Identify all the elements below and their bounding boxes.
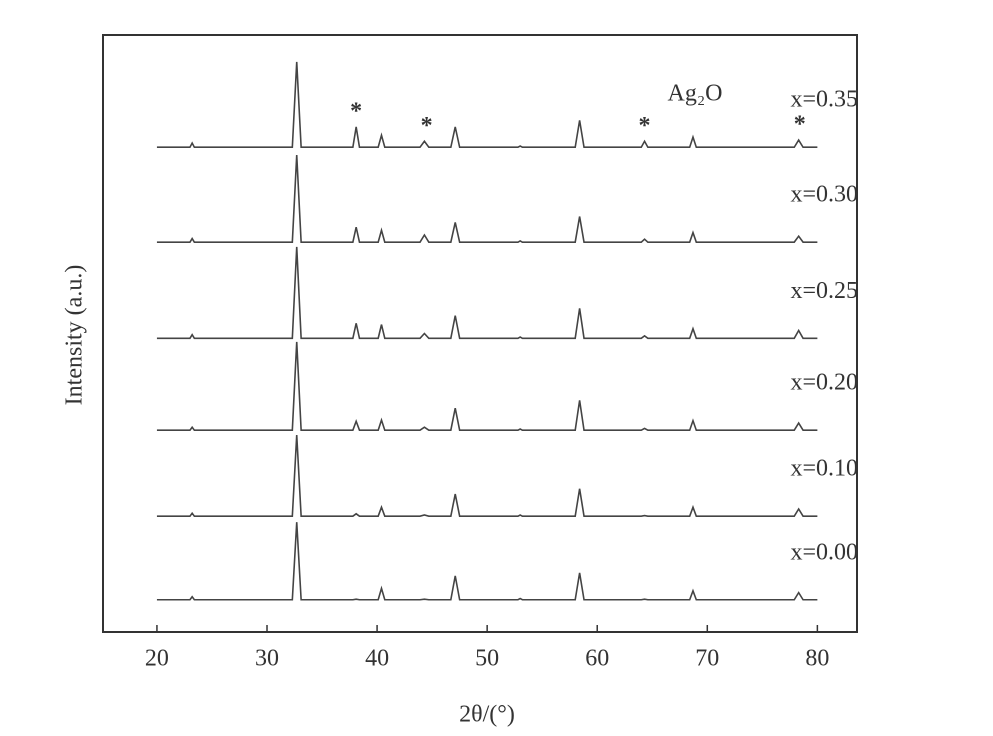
peak-marker: * bbox=[350, 98, 362, 124]
peak-marker: * bbox=[421, 113, 433, 139]
x-tick-label: 60 bbox=[585, 646, 609, 672]
series-label: x=0.30 bbox=[790, 182, 858, 208]
xrd-trace bbox=[156, 154, 818, 243]
x-tick-label: 40 bbox=[365, 646, 389, 672]
x-tick-label: 20 bbox=[145, 646, 169, 672]
xrd-trace bbox=[156, 434, 818, 517]
plot-frame bbox=[102, 34, 858, 633]
peak-marker: * bbox=[794, 112, 806, 138]
x-tick-label: 30 bbox=[255, 646, 279, 672]
series-label: x=0.00 bbox=[790, 539, 858, 565]
x-axis-label: 2θ/(°) bbox=[459, 702, 515, 728]
series-label: x=0.10 bbox=[790, 456, 858, 482]
series-label: x=0.35 bbox=[790, 87, 858, 113]
peak-marker: * bbox=[639, 113, 651, 139]
phase-annotation: Ag₂O bbox=[667, 81, 722, 107]
series-label: x=0.20 bbox=[790, 370, 858, 396]
series-label: x=0.25 bbox=[790, 278, 858, 304]
y-axis-label: Intensity (a.u.) bbox=[62, 265, 88, 406]
xrd-trace bbox=[156, 341, 818, 432]
x-tick-label: 70 bbox=[695, 646, 719, 672]
x-tick-label: 50 bbox=[475, 646, 499, 672]
x-tick-label: 80 bbox=[805, 646, 829, 672]
xrd-trace bbox=[156, 522, 818, 601]
xrd-trace bbox=[156, 246, 818, 340]
xrd-trace bbox=[156, 61, 818, 149]
